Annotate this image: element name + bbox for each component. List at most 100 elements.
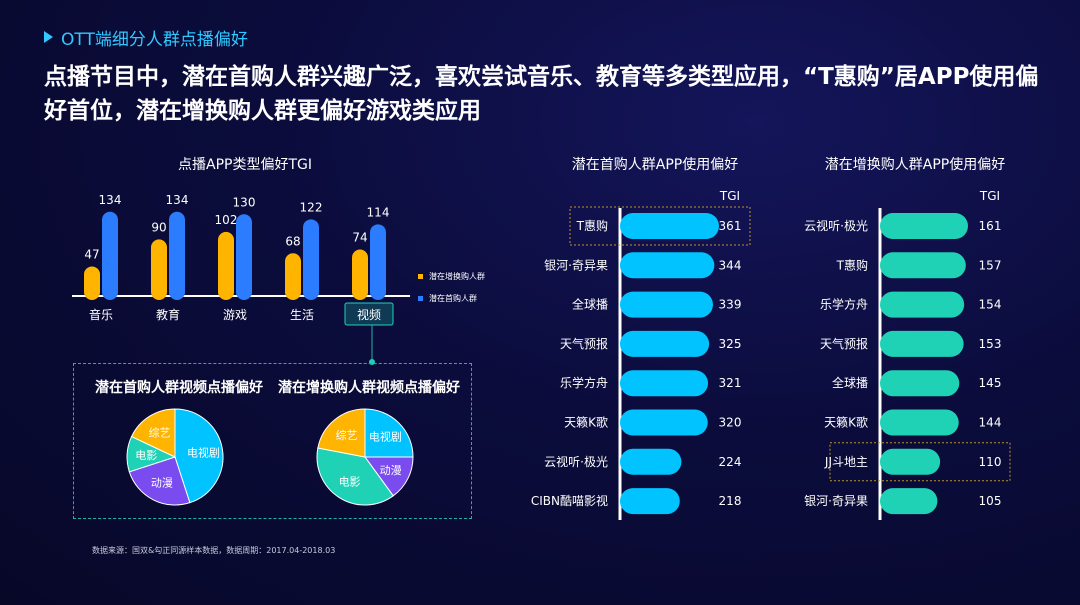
category-tick-label: 游戏: [223, 308, 247, 322]
hbar-天籁K歌: [880, 409, 959, 436]
hbar-T惠购: [620, 213, 719, 239]
pie-slice-电视剧: [364, 408, 414, 458]
hbar-乐学方舟: [880, 291, 965, 318]
hbar-category-label: 全球播: [572, 297, 608, 312]
hbar-value-label: 325: [719, 337, 742, 351]
hbar-value-label: 344: [719, 258, 742, 272]
bar-value-label: 47: [84, 247, 99, 261]
pie-title-replacement: 潜在增换购人群视频点播偏好: [278, 380, 460, 396]
pie-slice-电影: [316, 447, 394, 506]
hbar-全球播: [620, 291, 713, 318]
hbar-category-label: 乐学方舟: [560, 375, 608, 390]
hbar2-title: 潜在增换购人群APP使用偏好: [824, 157, 1006, 173]
section-tag-label: OTT端细分人群点播偏好: [61, 29, 248, 50]
highlight-box-视频: [344, 302, 394, 326]
hbar-value-label: 320: [719, 416, 742, 430]
hbar-value-label: 110: [979, 455, 1002, 469]
hbar-value-label: 157: [979, 258, 1002, 272]
pie-slice-综艺: [317, 408, 366, 458]
pie-slice-label: 综艺: [149, 426, 171, 440]
bar-value-label: 102: [215, 213, 238, 227]
hbar-category-label: 天气预报: [820, 336, 868, 351]
pie-slice-综艺: [130, 408, 176, 458]
bar-视频-series-1: [352, 249, 368, 300]
category-tick-label: 视频: [357, 307, 381, 322]
pie-title-first-purchase: 潜在首购人群视频点播偏好: [95, 380, 263, 396]
hbar-银河·奇异果: [880, 488, 938, 515]
first-purchase-app-bar-chart: TGI T惠购 361 银河·奇异果 344 全球播 339 天气预报 325 乐学方舟 321 天籁…: [531, 189, 751, 520]
hbar-value-label: 154: [979, 298, 1002, 312]
data-source-note: 数据来源：国双&勾正同源样本数据，数据周期：2017.04-2018.03: [92, 546, 336, 555]
page-headline: 点播节目中，潜在首购人群兴趣广泛，喜欢尝试音乐、教育等多类型应用，“T惠购”居A…: [44, 64, 1039, 124]
hbar-category-label: CIBN酷喵影视: [531, 493, 608, 508]
pie-slice-动漫: [128, 456, 191, 506]
pie-slice-label: 电视剧: [187, 445, 220, 459]
hbar-天籁K歌: [620, 409, 708, 436]
hbar-value-label: 145: [979, 376, 1002, 390]
hbar-value-label: 144: [979, 416, 1002, 430]
bar-value-label: 90: [151, 220, 166, 234]
category-tick-label: 教育: [156, 307, 180, 322]
legend-swatch-orange: [418, 273, 423, 279]
bar-value-label: 130: [233, 195, 256, 209]
pie-slice-label: 综艺: [336, 428, 358, 442]
hbar-全球播: [880, 370, 960, 397]
bar-value-label: 134: [166, 193, 189, 207]
legend-label-1: 潜在增换购人群: [429, 271, 485, 281]
category-tick-label: 音乐: [89, 307, 113, 322]
video-connector-line: [369, 325, 375, 365]
bar-音乐-series-2: [102, 211, 118, 300]
hbar-category-label: 云视听·极光: [544, 454, 608, 469]
section-tag: OTT端细分人群点播偏好: [44, 26, 248, 50]
legend-label-2: 潜在首购人群: [429, 293, 477, 303]
hbar-category-label: 云视听·极光: [804, 218, 868, 233]
hbar-T惠购: [880, 252, 966, 279]
hbar-category-label: 银河·奇异果: [804, 494, 868, 508]
hbar-value-label: 218: [719, 494, 742, 508]
bar-value-label: 68: [285, 234, 300, 248]
bar-value-label: 74: [352, 230, 367, 244]
hbar-category-label: 天籁K歌: [824, 415, 868, 430]
hbar-value-label: 224: [719, 455, 742, 469]
hbar-category-label: 天籁K歌: [564, 415, 608, 430]
pie-slice-label: 动漫: [380, 463, 402, 477]
hbar-category-label: 全球播: [832, 375, 868, 390]
hbar-category-label: T惠购: [576, 218, 608, 233]
bar-游戏-series-2: [236, 214, 252, 300]
pie-slice-label: 电影: [339, 475, 361, 488]
hbar-JJ斗地主: [880, 448, 941, 475]
hbar-CIBN酷喵影视: [620, 488, 680, 515]
triangle-icon: [44, 31, 53, 43]
bar-音乐-series-1: [84, 266, 100, 300]
bar-chart-legend: 潜在增换购人群 潜在首购人群: [418, 265, 485, 309]
hbar-value-label: 153: [979, 337, 1002, 351]
pie-slice-label: 电视剧: [369, 430, 402, 444]
hbar-value-label: 161: [979, 219, 1002, 233]
hbar-category-label: 天气预报: [560, 336, 608, 351]
hbar-云视听·极光: [880, 213, 968, 239]
hbar-value-label: 339: [719, 298, 742, 312]
bar-教育-series-1: [151, 239, 167, 300]
pie-slice-电视剧: [174, 408, 224, 504]
category-tick-label: 生活: [290, 308, 314, 322]
hbar-天气预报: [620, 330, 710, 357]
legend-item-series-2: 潜在首购人群: [418, 287, 485, 309]
hbar-云视听·极光: [620, 448, 682, 475]
bar-视频-series-2: [370, 224, 386, 300]
hbar-category-label: JJ斗地主: [824, 455, 868, 469]
video-preference-box: [73, 363, 472, 519]
pie-slice-label: 电影: [135, 449, 157, 462]
tgi-column-label: TGI: [979, 189, 1000, 203]
hbar-天气预报: [880, 330, 964, 357]
highlight-box-JJ斗地主: [829, 442, 1011, 482]
hbar-category-label: 银河·奇异果: [544, 258, 608, 272]
bar-value-label: 134: [99, 193, 122, 207]
bar-value-label: 122: [300, 200, 323, 214]
hbar-value-label: 361: [719, 219, 742, 233]
hbar-value-label: 321: [719, 376, 742, 390]
bar-生活-series-1: [285, 253, 301, 300]
hbar-银河·奇异果: [620, 252, 715, 279]
